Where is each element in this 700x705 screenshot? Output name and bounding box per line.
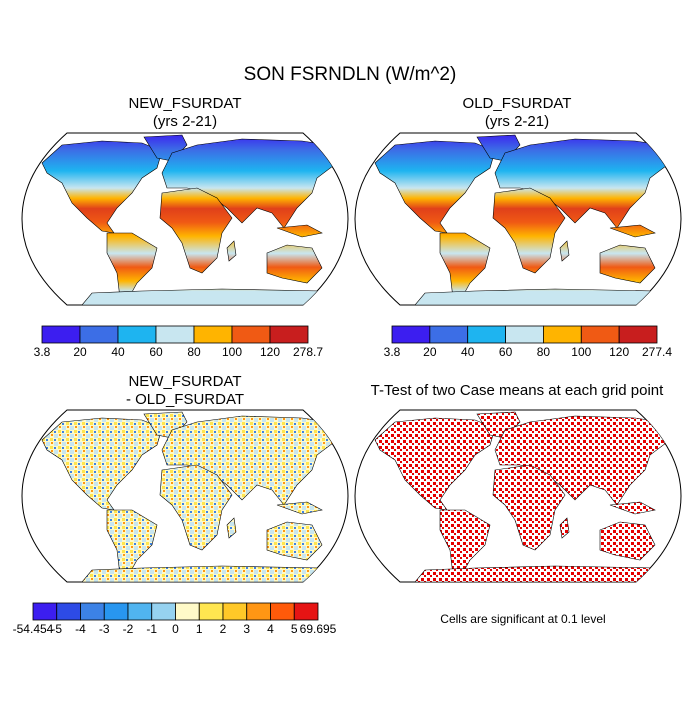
colorbar-label: 277.4 (642, 345, 672, 359)
colorbar-box (32, 602, 58, 621)
colorbar-box (231, 325, 271, 344)
colorbar-label: -4 (75, 622, 86, 636)
colorbar-label: 120 (260, 345, 280, 359)
colorbar-box (117, 325, 157, 344)
colorbar-label: 80 (187, 345, 201, 359)
colorbar-label: 80 (537, 345, 551, 359)
colorbar-label: 278.7 (293, 345, 323, 359)
colorbar-label: 100 (571, 345, 591, 359)
colorbar-box (198, 602, 224, 621)
map (354, 132, 682, 306)
colorbar-box (270, 602, 295, 621)
colorbar-label: 120 (609, 345, 629, 359)
panel-title: OLD_FSURDAT (463, 95, 572, 112)
colorbar-box (80, 602, 105, 621)
colorbar-box (467, 325, 506, 344)
colorbar-label: -54.454 (13, 622, 54, 636)
colorbar-box (222, 602, 248, 621)
colorbar-label: 69.695 (300, 622, 337, 636)
colorbar-label: 0 (172, 622, 179, 636)
colorbar-box (127, 602, 153, 621)
colorbar-box (429, 325, 469, 344)
colorbar-label: 5 (291, 622, 298, 636)
colorbar-box (246, 602, 271, 621)
colorbar-box (79, 325, 119, 344)
colorbar-label: 60 (499, 345, 513, 359)
colorbar-label: 4 (267, 622, 274, 636)
colorbar-label: 20 (73, 345, 87, 359)
colorbar-label: -1 (146, 622, 157, 636)
note: Cells are significant at 0.1 level (440, 612, 605, 626)
colorbar-label: 3.8 (34, 345, 51, 359)
colorbar-label: 40 (461, 345, 475, 359)
panel-title: - OLD_FSURDAT (126, 391, 244, 408)
colorbar-box (543, 325, 582, 344)
map (21, 132, 349, 306)
colorbar-label: -3 (99, 622, 110, 636)
map (21, 409, 349, 583)
panel-title: (yrs 2-21) (485, 113, 549, 130)
colorbar-label: 2 (220, 622, 227, 636)
colorbar-label: 3 (243, 622, 250, 636)
colorbar-box (293, 602, 319, 621)
colorbar-box (155, 325, 195, 344)
colorbar-box (193, 325, 233, 344)
colorbar-box (56, 602, 81, 621)
colorbar-box (41, 325, 81, 344)
colorbar-box (151, 602, 176, 621)
colorbar-box (505, 325, 544, 344)
panel-title: NEW_FSURDAT (128, 95, 241, 112)
colorbar-label: -2 (123, 622, 134, 636)
colorbar-label: 3.8 (384, 345, 401, 359)
colorbar-box (580, 325, 620, 344)
figure-title: SON FSRNDLN (W/m^2) (244, 64, 457, 85)
colorbar-label: -5 (51, 622, 62, 636)
panel-title: (yrs 2-21) (153, 113, 217, 130)
panel-title: NEW_FSURDAT (128, 373, 241, 390)
colorbar-label: 20 (423, 345, 437, 359)
colorbar-label: 100 (222, 345, 242, 359)
colorbar-label: 1 (196, 622, 203, 636)
colorbar-box (103, 602, 129, 621)
colorbar-box (618, 325, 658, 344)
colorbar-box (269, 325, 309, 344)
colorbar-box (391, 325, 431, 344)
colorbar-label: 60 (149, 345, 163, 359)
map (354, 409, 682, 583)
panel-title: T-Test of two Case means at each grid po… (371, 382, 664, 399)
colorbar-label: 40 (111, 345, 125, 359)
colorbar-box (175, 602, 200, 621)
